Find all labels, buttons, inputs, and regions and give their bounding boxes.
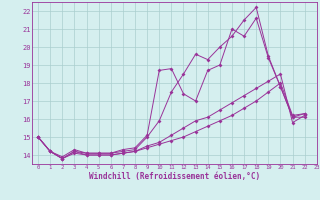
X-axis label: Windchill (Refroidissement éolien,°C): Windchill (Refroidissement éolien,°C) <box>89 172 260 181</box>
